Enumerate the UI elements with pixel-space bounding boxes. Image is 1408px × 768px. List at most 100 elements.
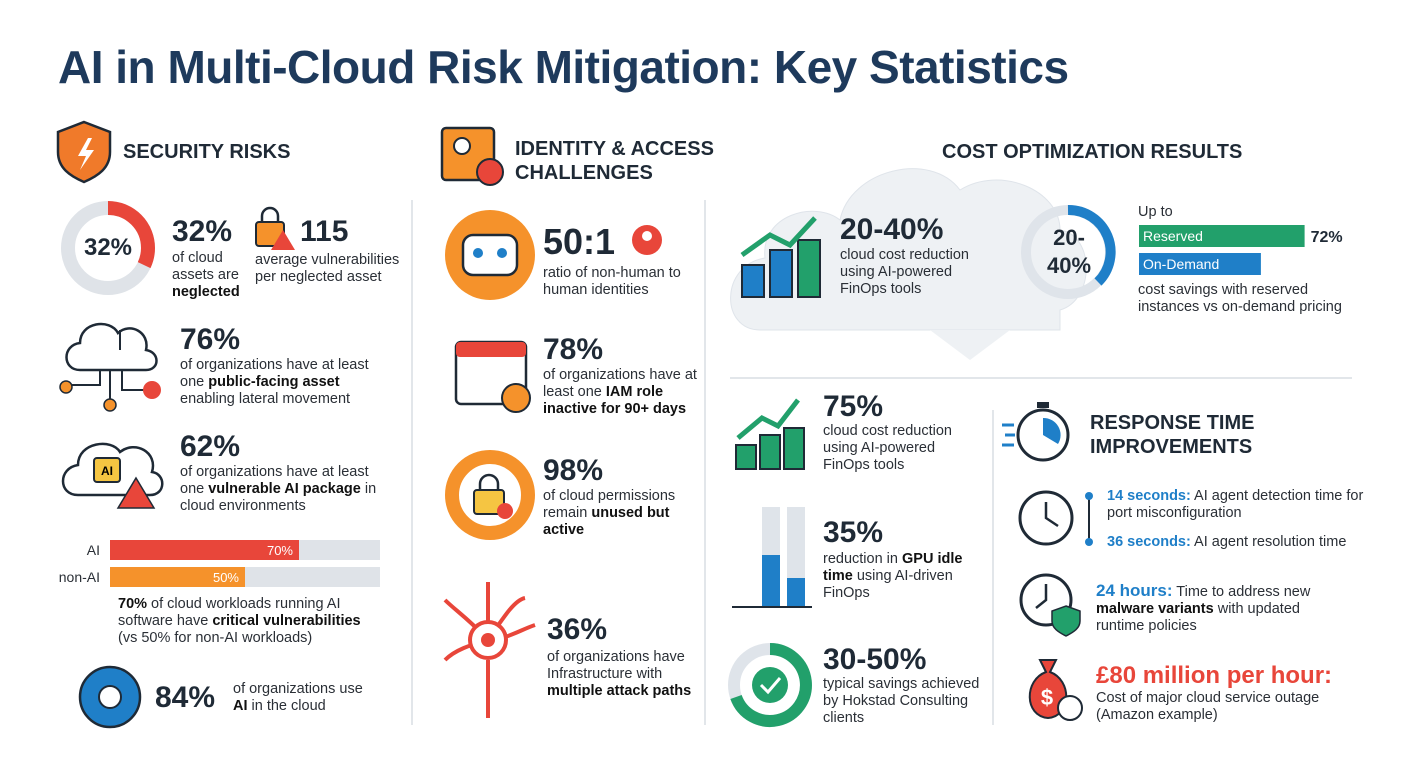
emphasis: GPU idle time [823,551,963,584]
text: (vs 50% for non-AI workloads) [118,630,313,646]
bar [110,540,299,560]
stat: 32% [172,215,233,248]
section-heading: IDENTITY & ACCESS CHALLENGES [515,138,714,184]
timeline-dot [1085,538,1093,546]
stat: 20-40% [840,213,944,246]
stat: 50:1 [543,221,616,262]
prefix: Up to [1138,204,1173,220]
text: in the cloud [247,698,326,714]
clock-hands [1044,502,1059,528]
text: of organizations have at least one [180,464,369,497]
text: of cloud permissions remain [543,488,676,521]
speed-lines [1002,423,1015,447]
stat-desc: of organizations have at least one vulne… [180,464,390,515]
text: cloud cost reduction using AI-powered Fi… [823,423,952,473]
stat-desc: of organizations use AI in the cloud [233,681,373,715]
donut-arc [61,201,155,295]
network-lines [70,330,144,405]
text: average vulnerabilities per neglected as… [255,252,400,285]
donut-label: 32% [83,234,133,261]
stat-desc: 70% of cloud workloads running AI softwa… [118,596,383,647]
user-badge [501,383,531,413]
emphasis: 14 seconds: [1107,488,1191,504]
stat-desc: cost savings with reserved instances vs … [1138,282,1363,316]
clock-badge [1057,695,1083,721]
lock-shackle [478,473,500,490]
stat-desc: typical savings achieved by Hokstad Cons… [823,676,993,727]
stat-desc: Cost of major cloud service outage (Amaz… [1096,690,1356,724]
stat-desc: average vulnerabilities per neglected as… [255,252,415,286]
text: of cloud workloads running AI software h… [118,596,341,629]
emphasis: AI [233,698,248,714]
cloud-pointer [930,330,1010,360]
stat: 78% [543,333,604,366]
text: of organizations have at least one [543,367,697,400]
chip-icon [93,457,121,483]
stat: 30-50% [823,643,927,676]
clock-hands [1035,584,1048,609]
timeline-dot [1085,492,1093,500]
emphasis: IAM role inactive for 90+ days [543,384,687,417]
stat-desc: of organizations have at least one IAM r… [543,367,698,418]
text: in cloud environments [180,481,377,514]
key-badge [476,158,504,186]
donut-label: 20-40% [1046,225,1092,278]
stat: 36% [547,613,608,646]
page-title: AI in Multi-Cloud Risk Mitigation: Key S… [58,41,1069,93]
bar-label: non-AI [59,569,100,585]
coins-icon [735,398,805,470]
text: AI agent resolution time [1190,534,1347,550]
stat-desc: reduction in GPU idle time using AI-driv… [823,551,973,602]
text: AI agent detection time for port misconf… [1107,488,1364,521]
stat: 62% [180,430,241,463]
check-badge [752,667,788,703]
lock-icon [473,489,505,515]
stat: 35% [823,516,884,549]
stat: 75% [823,390,884,423]
id-head [453,137,471,155]
text: cost savings with reserved instances vs … [1138,282,1342,315]
alert-badge [497,503,513,519]
coins-icon [740,216,821,298]
warning-icon [271,230,295,250]
stat-desc: of cloud permissions remain unused but a… [543,488,693,539]
text: with updated runtime policies [1096,601,1300,634]
stat: 76% [180,323,241,356]
bolt [78,138,94,170]
gear [98,685,122,709]
check [759,677,782,695]
cloud-icon [65,322,158,372]
emphasis: public-facing asset [208,374,340,390]
emphasis: neglected [172,284,240,300]
text: typical savings achieved by Hokstad Cons… [823,676,980,726]
stat-desc: of organizations have Infrastructure wit… [547,649,697,700]
bar [1139,253,1261,275]
stopwatch-top [1037,402,1049,408]
stat-desc: ratio of non-human to human identities [543,265,683,299]
text: of organizations have at least one [180,357,369,390]
emphasis: 70% [118,596,148,612]
ring-decor [445,450,535,540]
stat-desc: cloud cost reduction using AI-powered Fi… [823,423,973,474]
target-center [481,633,495,647]
money-bag-icon [1028,659,1068,720]
emphasis: vulnerable AI package [208,481,361,497]
bar-value-label: 72% [1311,229,1343,246]
alert-node [143,381,161,399]
robot-head [461,233,519,277]
section-heading: COST OPTIMIZATION RESULTS [942,141,1243,163]
text: reduction in [823,551,902,567]
bar [110,567,245,587]
text: cloud cost reduction using AI-powered Fi… [840,247,969,297]
stat: 115 [300,215,349,248]
ring-decor [730,643,812,727]
stat-desc: cloud cost reduction using AI-powered Fi… [840,247,990,298]
emphasis: unused but active [543,505,670,538]
response-item: 24 hours: Time to address new malware va… [1096,582,1346,635]
gpu-bars [732,507,812,608]
bar-value-label: 50% [213,570,239,585]
ring-decor [1067,204,1116,286]
section-heading: SECURITY RISKS [123,141,291,163]
shield-badge [1051,605,1081,637]
